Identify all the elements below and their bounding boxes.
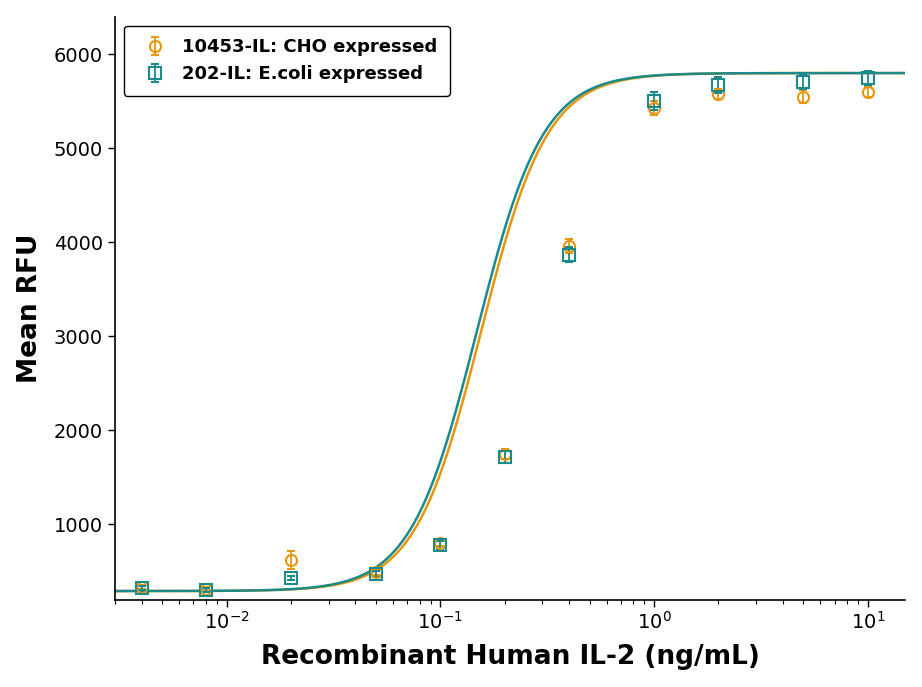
Y-axis label: Mean RFU: Mean RFU xyxy=(17,234,42,383)
X-axis label: Recombinant Human IL-2 (ng/mL): Recombinant Human IL-2 (ng/mL) xyxy=(261,644,760,671)
Legend: 10453-IL: CHO expressed, 202-IL: E.coli expressed: 10453-IL: CHO expressed, 202-IL: E.coli … xyxy=(124,25,450,96)
